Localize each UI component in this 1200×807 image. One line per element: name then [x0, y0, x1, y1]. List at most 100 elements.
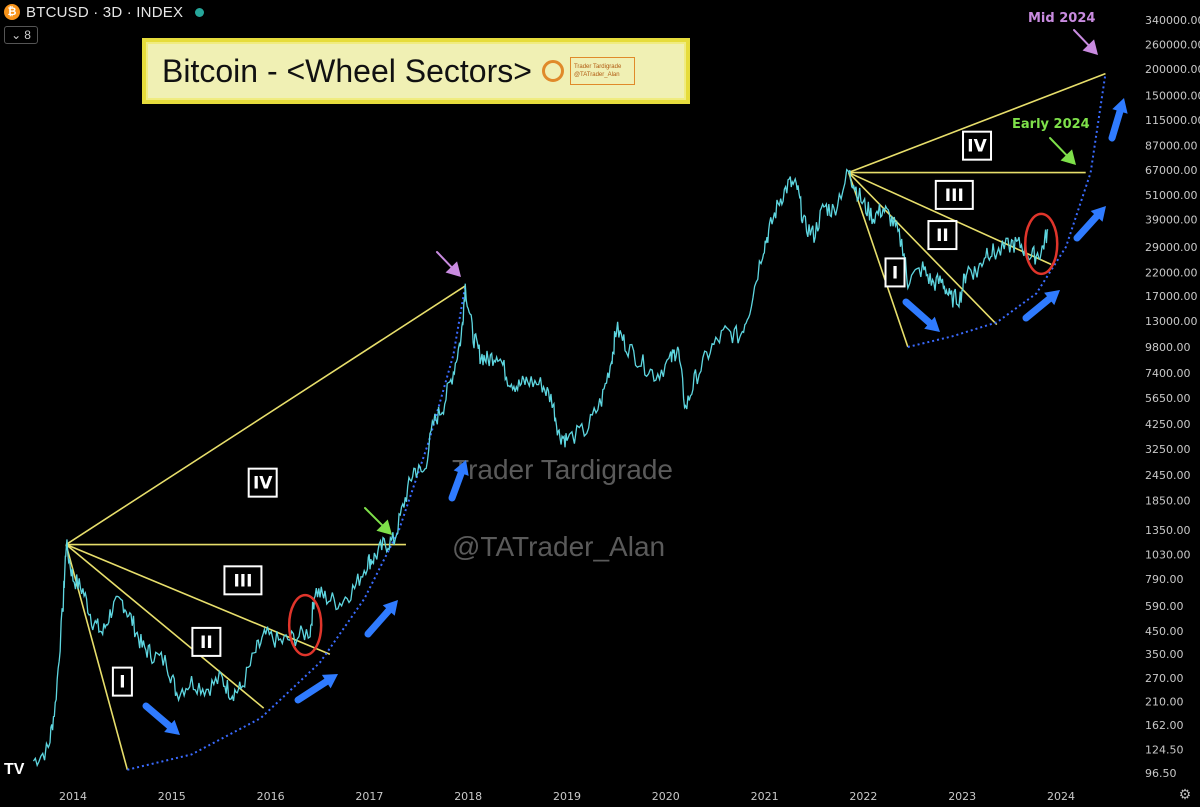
sector-label: IV [253, 474, 273, 494]
y-tick-label: 96.50 [1145, 767, 1177, 780]
arrow-shaft [1108, 107, 1124, 142]
fan-line [65, 544, 129, 770]
x-tick-label: 2014 [59, 790, 87, 803]
sector-box [927, 220, 958, 251]
arrow-shaft [364, 606, 393, 638]
x-tick-label: 2023 [948, 790, 976, 803]
y-tick-label: 340000.00 [1145, 14, 1200, 27]
x-tick-label: 2015 [158, 790, 186, 803]
sector-label: II [200, 633, 213, 653]
market-status-dot [195, 7, 205, 17]
arrow-head [164, 719, 180, 735]
y-tick-label: 162.00 [1145, 719, 1184, 732]
sector-label: III [945, 186, 964, 206]
arrow-head [321, 674, 338, 689]
y-tick-label: 270.00 [1145, 672, 1184, 685]
arrow-shaft [902, 298, 934, 327]
y-tick-label: 1850.00 [1145, 495, 1191, 508]
y-tick-label: 29000.00 [1145, 241, 1198, 254]
y-tick-label: 4250.00 [1145, 418, 1191, 431]
y-tick-label: 450.00 [1145, 625, 1184, 638]
y-tick-label: 200000.00 [1145, 63, 1200, 76]
tradingview-logo[interactable]: TV [4, 761, 25, 778]
arrow-shaft [364, 507, 384, 527]
arrow-head [1044, 290, 1060, 306]
y-tick-label: 17000.00 [1145, 290, 1198, 303]
price-line [32, 168, 1049, 768]
arrow-shaft [436, 251, 453, 268]
arrow-shaft [1073, 29, 1090, 46]
fan-line [848, 171, 998, 326]
blue-arrow [1022, 290, 1060, 322]
symbol-header: ₿ BTCUSD · 3D · INDEX [0, 0, 205, 24]
fan-line [848, 171, 1052, 266]
bitcoin-icon: ₿ [4, 4, 20, 20]
arrow-head [924, 316, 940, 332]
chart-title-box: Bitcoin - <Wheel Sectors> Trader Tardigr… [142, 38, 690, 104]
y-tick-label: 590.00 [1145, 600, 1184, 613]
sector-box [884, 257, 906, 288]
symbol-label[interactable]: BTCUSD · 3D · INDEX [26, 3, 184, 21]
fan-lines [65, 72, 1106, 770]
sector-box [962, 130, 993, 161]
y-tick-label: 150000.00 [1145, 89, 1200, 102]
fan-line [847, 172, 909, 348]
green-arrow [364, 507, 392, 535]
y-tick-label: 260000.00 [1145, 39, 1200, 52]
x-tick-label: 2017 [355, 790, 383, 803]
y-tick-label: 210.00 [1145, 695, 1184, 708]
early-2024-label: Early 2024 [1012, 117, 1090, 132]
y-tick-label: 51000.00 [1145, 189, 1198, 202]
y-tick-label: 115000.00 [1145, 114, 1200, 127]
fan-line [65, 543, 265, 709]
tardigrade-logo-icon [541, 60, 564, 82]
watermark-handle: @TATrader_Alan [452, 531, 665, 562]
sector-box [247, 467, 278, 498]
blue-arrow [142, 702, 180, 735]
purple-arrow [436, 251, 461, 277]
fan-line [65, 285, 466, 546]
mid-2024-label: Mid 2024 [1028, 11, 1095, 26]
arrow-head [382, 600, 398, 616]
sector-box [111, 666, 133, 697]
x-axis: 2014 2015 2016 2017 2018 2019 2020 2021 2022 2023… [59, 790, 1075, 803]
y-tick-label: 2450.00 [1145, 469, 1191, 482]
x-tick-label: 2021 [751, 790, 779, 803]
highlight-circle [1023, 212, 1059, 276]
sector-label: III [233, 571, 252, 591]
y-tick-label: 87000.00 [1145, 140, 1198, 153]
arrow-shaft [142, 702, 173, 730]
y-tick-label: 790.00 [1145, 573, 1184, 586]
gear-icon[interactable]: ⚙ [1178, 785, 1192, 802]
sector-box [191, 626, 222, 657]
highlight-circle [287, 593, 323, 657]
sector-label: IV [967, 137, 987, 157]
y-tick-label: 13000.00 [1145, 315, 1198, 328]
stamp-handle: @TATrader_Alan [573, 72, 620, 78]
y-tick-label: 350.00 [1145, 648, 1184, 661]
author-stamp: Trader Tardigrade @TATrader_Alan [569, 57, 635, 85]
blue-arrow [364, 600, 398, 638]
sector-label: I [119, 673, 125, 693]
arrow-shaft [294, 678, 330, 704]
blue-arrow [1073, 206, 1106, 242]
watermark: Trader Tardigrade @TATrader_Alan [452, 454, 673, 562]
x-tick-label: 2019 [553, 790, 581, 803]
y-tick-label: 3250.00 [1145, 443, 1191, 456]
arrow-head [445, 261, 461, 277]
watermark-name: Trader Tardigrade [452, 454, 673, 485]
y-tick-label: 9800.00 [1145, 341, 1191, 354]
arrow-shaft [1049, 137, 1068, 156]
purple-arrow [1073, 29, 1098, 55]
wheel-arc [907, 73, 1107, 348]
indicator-toggle[interactable]: ⌄ 8 [4, 26, 38, 44]
arrow-head [376, 519, 392, 535]
green-arrow [1049, 137, 1076, 165]
stamp-name: Trader Tardigrade [573, 64, 622, 70]
blue-arrow [902, 298, 940, 332]
x-tick-label: 2016 [257, 790, 285, 803]
arrows [142, 29, 1128, 735]
arrow-head [1060, 149, 1076, 165]
